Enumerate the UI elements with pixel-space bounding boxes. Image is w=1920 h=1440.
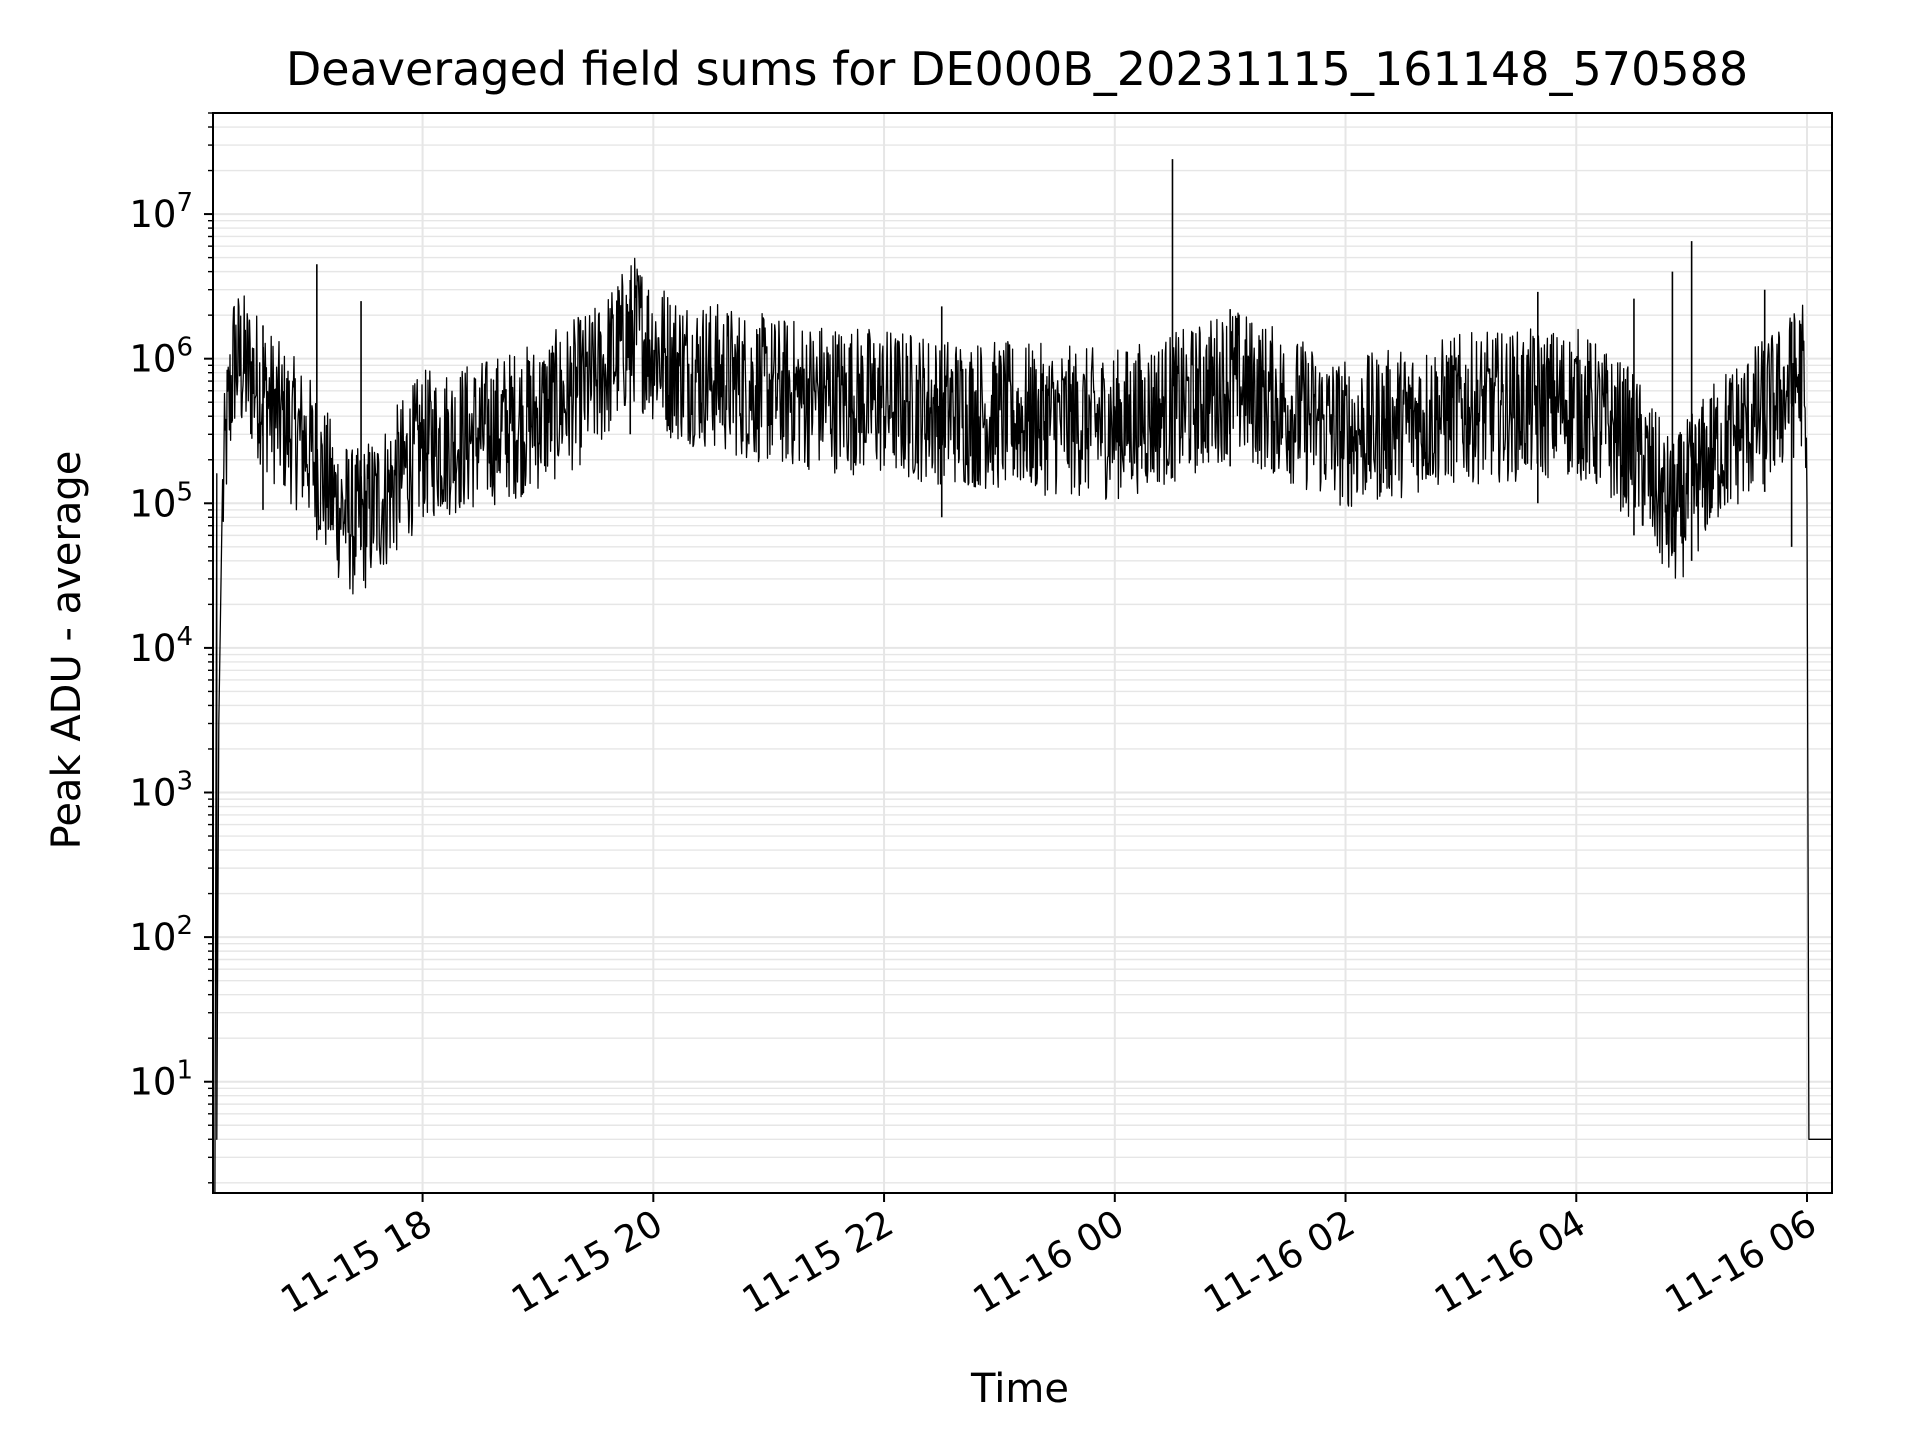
y-tick-label: 107 — [129, 188, 193, 236]
major-grid — [213, 113, 1832, 1193]
x-axis-label: Time — [970, 1366, 1069, 1412]
tick-marks — [204, 112, 1809, 1202]
chart-title: Deaveraged field sums for DE000B_2023111… — [286, 42, 1748, 96]
y-tick-label: 103 — [129, 767, 193, 815]
y-tick-labels: 101 102 103 104 105 106 107 — [129, 188, 193, 1104]
y-tick-label: 105 — [129, 477, 193, 525]
y-tick-label: 106 — [129, 333, 193, 381]
y-tick-label: 102 — [129, 911, 193, 959]
y-tick-label: 101 — [129, 1056, 193, 1104]
series-line — [214, 257, 1832, 1193]
y-tick-label: 104 — [129, 622, 193, 670]
y-axis-label: Peak ADU - average — [44, 451, 90, 850]
series-layer — [214, 159, 1832, 1193]
plot-frame — [212, 112, 1833, 1194]
